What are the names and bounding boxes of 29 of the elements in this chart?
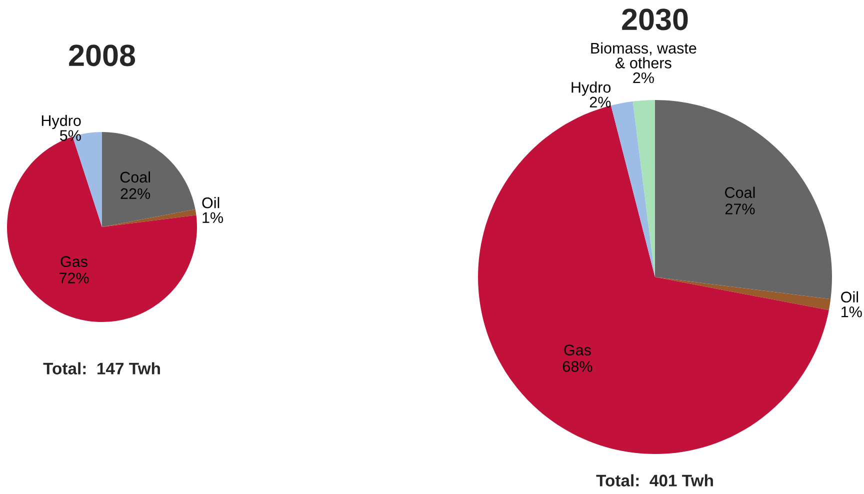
pie-slice [102,132,196,227]
data-label: 2% [590,96,611,108]
data-label: 27% [725,204,755,214]
data-label: 72% [60,272,89,284]
data-label: 1% [842,306,862,318]
text: Total: 401 Twh [596,474,713,486]
data-label: 1% [202,212,224,223]
slice-label: Hydro [572,82,611,96]
slice-label: Gas [60,256,88,267]
pie-slice [102,209,196,227]
chart-title: 2008 [69,44,136,66]
pie-slice [655,100,832,300]
data-label: 68% [562,361,592,372]
slice-label: Hydro [42,114,81,130]
pie-slice [655,277,831,310]
pie-slice [610,101,655,277]
slice-label: Oil [202,197,220,208]
pie-slice [478,106,829,454]
data-label: 5% [60,130,81,141]
slice-label: Gas [564,344,591,356]
slice-label: Coal [725,186,755,198]
data-label: 2% [633,72,654,84]
slice-label: Biomass, waste & others [591,42,696,68]
text: Total: 147 Twh [43,362,160,374]
data-label: 22% [120,188,150,200]
slice-label: Coal [120,171,150,183]
slice-label: Oil [841,291,858,302]
pie-slice [632,100,655,277]
chart-title: 2030 [622,8,688,30]
